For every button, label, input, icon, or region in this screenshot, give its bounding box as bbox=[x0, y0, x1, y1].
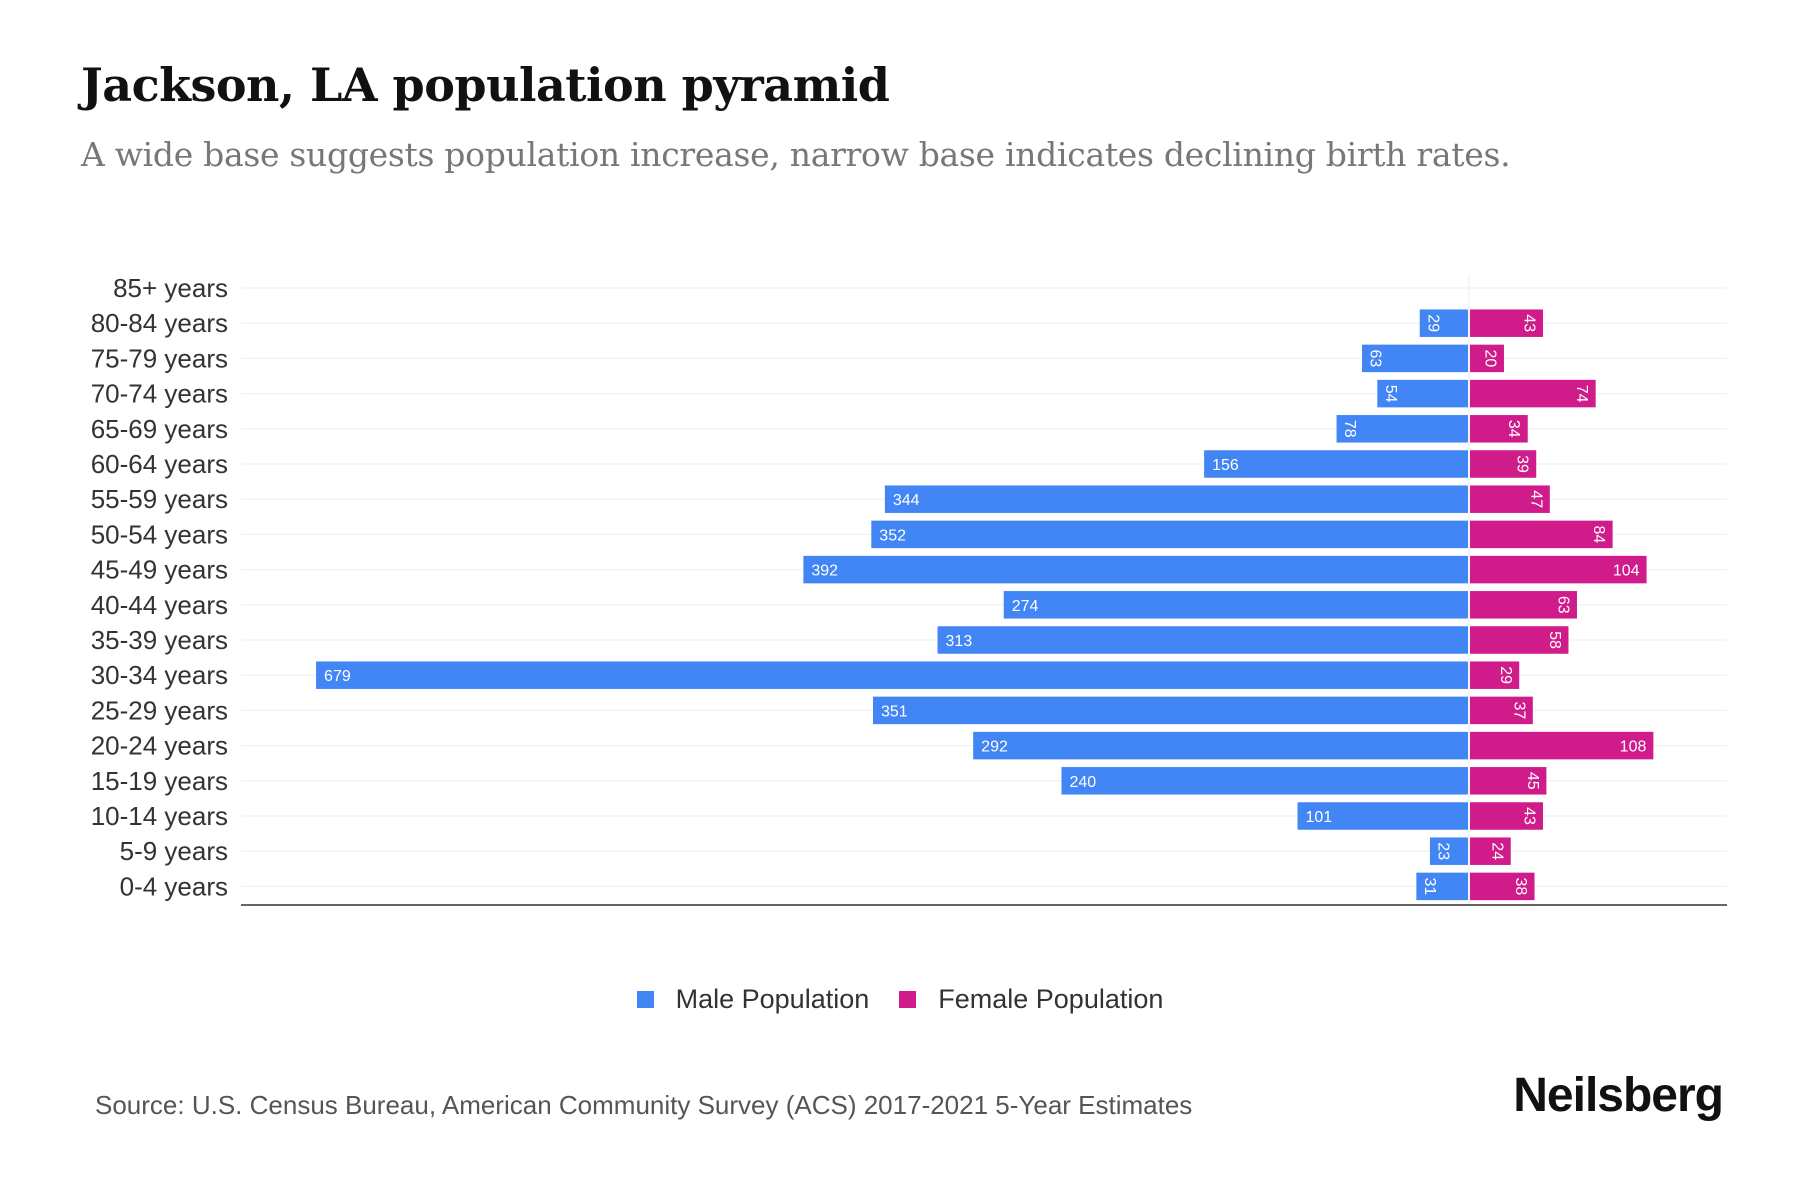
male-bar bbox=[1003, 591, 1468, 619]
legend-item-male[interactable]: Male Population bbox=[636, 984, 870, 1015]
y-tick-label: 20-24 years bbox=[91, 731, 228, 761]
female-bar bbox=[1470, 767, 1547, 795]
female-bar bbox=[1470, 837, 1511, 865]
male-bar bbox=[884, 485, 1468, 513]
y-tick-label: 85+ years bbox=[113, 273, 228, 303]
male-data-label: 352 bbox=[879, 527, 906, 544]
male-data-label: 274 bbox=[1012, 598, 1039, 615]
male-bar bbox=[1416, 872, 1468, 901]
y-tick-label: 75-79 years bbox=[91, 343, 228, 373]
chart-title: Jackson, LA population pyramid bbox=[81, 58, 890, 112]
female-bar bbox=[1470, 415, 1528, 443]
legend-swatch-male bbox=[636, 991, 654, 1008]
male-bar bbox=[1429, 837, 1468, 865]
female-data-label: 20 bbox=[1481, 350, 1498, 368]
female-data-label: 104 bbox=[1613, 563, 1640, 580]
y-tick-label: 60-64 years bbox=[91, 449, 228, 479]
female-data-label: 108 bbox=[1620, 739, 1647, 756]
neilsberg-logo: Neilsberg bbox=[1513, 1069, 1724, 1122]
legend: Male Population Female Population bbox=[0, 984, 1800, 1015]
legend-item-female[interactable]: Female Population bbox=[899, 984, 1163, 1015]
female-bar bbox=[1470, 379, 1596, 408]
female-bar bbox=[1470, 661, 1520, 689]
legend-label-male: Male Population bbox=[675, 984, 870, 1014]
male-data-label: 23 bbox=[1434, 842, 1451, 860]
female-data-label: 63 bbox=[1554, 596, 1571, 614]
male-data-label: 344 bbox=[893, 492, 920, 509]
male-data-label: 392 bbox=[811, 563, 838, 580]
female-data-label: 58 bbox=[1546, 631, 1563, 649]
female-bar bbox=[1470, 485, 1550, 513]
female-bar bbox=[1470, 309, 1544, 337]
male-data-label: 101 bbox=[1306, 809, 1333, 826]
female-data-label: 34 bbox=[1505, 420, 1522, 438]
female-data-label: 84 bbox=[1590, 526, 1607, 544]
legend-label-female: Female Population bbox=[938, 984, 1164, 1014]
male-bar bbox=[937, 626, 1468, 654]
male-data-label: 78 bbox=[1341, 420, 1358, 438]
male-bar bbox=[1061, 767, 1468, 795]
chart-subtitle: A wide base suggests population increase… bbox=[81, 135, 1511, 174]
male-data-label: 31 bbox=[1421, 878, 1438, 896]
male-bar bbox=[1336, 415, 1468, 443]
y-tick-label: 10-14 years bbox=[91, 801, 228, 831]
female-bar bbox=[1470, 696, 1533, 725]
male-bar bbox=[1297, 802, 1468, 830]
male-data-label: 156 bbox=[1212, 457, 1239, 474]
male-data-label: 240 bbox=[1069, 774, 1096, 791]
y-tick-label: 30-34 years bbox=[91, 660, 228, 690]
y-tick-label: 70-74 years bbox=[91, 379, 228, 409]
male-bar bbox=[973, 731, 1468, 760]
male-bar bbox=[1362, 344, 1468, 373]
y-tick-label: 65-69 years bbox=[91, 414, 228, 444]
female-bar bbox=[1470, 626, 1569, 654]
male-data-label: 63 bbox=[1367, 350, 1384, 368]
female-data-label: 74 bbox=[1573, 385, 1590, 403]
female-bar bbox=[1470, 344, 1504, 373]
male-bar bbox=[803, 555, 1468, 584]
y-tick-label: 5-9 years bbox=[120, 836, 228, 866]
y-tick-label: 15-19 years bbox=[91, 766, 228, 796]
male-bar bbox=[873, 696, 1468, 725]
y-tick-label: 50-54 years bbox=[91, 519, 228, 549]
female-bar bbox=[1470, 520, 1613, 549]
male-data-label: 29 bbox=[1424, 314, 1441, 332]
female-data-label: 43 bbox=[1521, 314, 1538, 332]
female-data-label: 38 bbox=[1512, 878, 1529, 896]
female-bar bbox=[1470, 872, 1535, 901]
female-data-label: 47 bbox=[1527, 490, 1544, 508]
female-data-label: 43 bbox=[1521, 807, 1538, 825]
male-data-label: 679 bbox=[324, 668, 351, 685]
male-bar bbox=[1204, 450, 1468, 478]
female-bar bbox=[1470, 555, 1647, 584]
y-tick-label: 45-49 years bbox=[91, 555, 228, 585]
female-bar bbox=[1470, 450, 1537, 478]
female-data-label: 37 bbox=[1510, 702, 1527, 720]
female-bar bbox=[1470, 591, 1577, 619]
male-bar bbox=[1419, 309, 1468, 337]
legend-swatch-female bbox=[899, 991, 917, 1008]
male-bar bbox=[1377, 379, 1468, 408]
male-bar bbox=[871, 520, 1468, 549]
y-tick-label: 25-29 years bbox=[91, 695, 228, 725]
population-pyramid-chart: 85+ years 80-84 years 29 43 75-79 years 63 20 7… bbox=[91, 273, 1727, 906]
female-bar bbox=[1470, 731, 1654, 760]
female-data-label: 29 bbox=[1497, 666, 1514, 684]
female-bar bbox=[1470, 802, 1544, 830]
male-data-label: 313 bbox=[946, 633, 973, 650]
male-data-label: 54 bbox=[1382, 385, 1399, 403]
female-data-label: 39 bbox=[1514, 455, 1531, 473]
y-tick-label: 35-39 years bbox=[91, 625, 228, 655]
y-tick-label: 40-44 years bbox=[91, 590, 228, 620]
male-data-label: 351 bbox=[881, 703, 908, 720]
y-tick-label: 55-59 years bbox=[91, 484, 228, 514]
y-tick-label: 0-4 years bbox=[120, 871, 228, 901]
y-tick-label: 80-84 years bbox=[91, 308, 228, 338]
male-bar bbox=[316, 661, 1469, 689]
male-data-label: 292 bbox=[981, 739, 1008, 756]
female-data-label: 45 bbox=[1524, 772, 1541, 790]
source-note: Source: U.S. Census Bureau, American Com… bbox=[95, 1090, 1193, 1120]
female-data-label: 24 bbox=[1488, 842, 1505, 860]
